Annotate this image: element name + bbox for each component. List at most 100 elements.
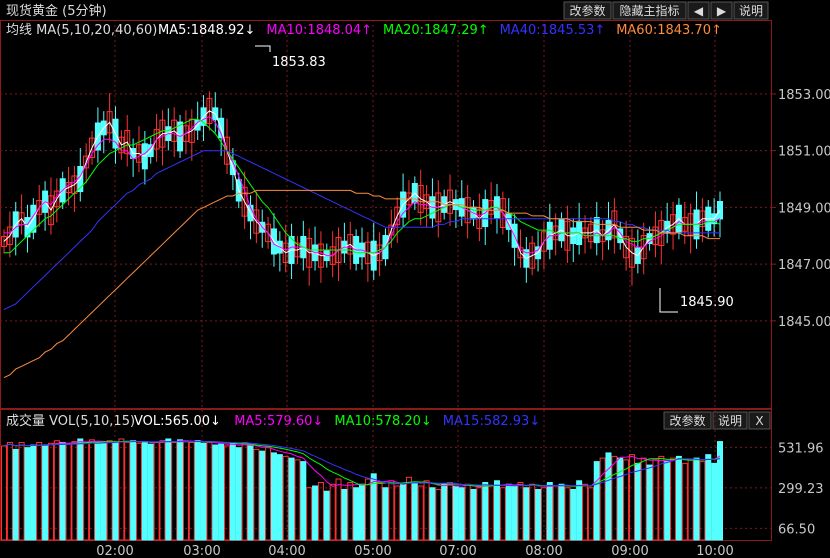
volume-bar [488, 485, 495, 541]
volume-bar [165, 438, 172, 541]
price-tick-label: 1849.00 [778, 201, 830, 216]
volume-bar [300, 461, 307, 541]
legend-value: MA20:1847.29↑ [383, 23, 489, 38]
candle [435, 180, 442, 238]
candle [717, 191, 723, 238]
button-label: ◀ [694, 4, 704, 18]
candle [171, 107, 178, 158]
candle [652, 211, 659, 258]
candle-body [89, 137, 96, 159]
volume-toolbar-button-0[interactable]: 改参数 [663, 411, 712, 430]
candle [36, 184, 43, 228]
vol-ma15-line [3, 441, 721, 487]
volume-bar [670, 457, 677, 541]
volume-bar [458, 487, 465, 541]
volume-bar [282, 455, 289, 541]
low-price-label: 1845.90 [680, 295, 734, 310]
volume-bar [47, 442, 54, 541]
volume-bar [593, 461, 600, 541]
time-tick-label: 07:00 [439, 544, 476, 558]
volume-bar [59, 441, 66, 541]
volume-bar [206, 441, 213, 541]
candle [306, 228, 313, 286]
volume-toolbar-button-1[interactable]: 说明 [712, 411, 748, 430]
volume-bar [699, 461, 706, 541]
candle-body [124, 130, 131, 155]
candle-body [394, 206, 401, 226]
candle [300, 220, 307, 271]
candle [276, 231, 283, 272]
volume-bar [364, 478, 371, 541]
volume-bar [124, 441, 131, 541]
candle [135, 126, 142, 173]
candle-body [182, 125, 189, 142]
price-tick-label: 1853.00 [778, 88, 830, 103]
toolbar-button-3[interactable]: ▶ [710, 1, 733, 20]
candle [359, 227, 365, 270]
candle [53, 178, 60, 223]
button-label: 说明 [718, 413, 742, 428]
candle [400, 173, 407, 228]
toolbar-button-0[interactable]: 改参数 [563, 1, 612, 20]
candle [24, 204, 31, 253]
candle [42, 181, 49, 231]
volume-tick-label: 531.96 [778, 441, 824, 456]
volume-bar [617, 457, 624, 541]
volume-tick-label: 66.50 [778, 522, 815, 537]
volume-bar [693, 457, 700, 541]
volume-bar [505, 483, 512, 541]
candle [417, 169, 424, 226]
volume-axis: 531.96 299.23 66.50 [778, 441, 824, 537]
candle [394, 197, 401, 244]
candle [347, 221, 354, 270]
volume-bar [6, 441, 13, 541]
volume-bar [605, 452, 612, 541]
toolbar-button-4[interactable]: 说明 [733, 1, 769, 20]
candle-body [1, 235, 7, 247]
volume-bar [341, 488, 348, 541]
time-tick-label: 03:00 [183, 544, 220, 558]
toolbar-button-1[interactable]: 隐藏主指标 [612, 1, 687, 20]
volume-bar [12, 448, 19, 541]
candle [241, 171, 248, 229]
candle-body [153, 129, 160, 150]
low-annotation: 1845.90 [659, 288, 734, 313]
button-frame [733, 1, 769, 20]
volume-bar [200, 442, 207, 541]
ma-line-ma10 [4, 115, 721, 257]
candle-body [282, 242, 289, 263]
candle [593, 201, 600, 256]
volume-bar [53, 440, 60, 541]
candle [488, 182, 495, 225]
volume-bar [582, 483, 589, 541]
volume-bar [265, 447, 272, 541]
candle-body [517, 247, 524, 259]
volume-bar [476, 487, 483, 541]
candle-body [106, 111, 113, 134]
volume-bar [658, 455, 665, 541]
candle [634, 229, 641, 274]
candle-body [83, 155, 90, 169]
volume-bar [717, 441, 723, 541]
candle [447, 174, 454, 227]
volume-bar [359, 483, 365, 541]
candle [576, 202, 583, 255]
volume-bar [259, 450, 266, 541]
volume-bar [464, 483, 471, 541]
button-label: 说明 [739, 3, 763, 18]
volume-toolbar-button-2[interactable]: X [748, 411, 771, 430]
volume-bar [353, 487, 360, 541]
candle [341, 222, 348, 263]
volume-bar [171, 441, 178, 541]
toolbar-button-2[interactable]: ◀ [687, 1, 710, 20]
candle [552, 213, 559, 256]
candle [364, 232, 371, 282]
candle [517, 229, 524, 268]
volume-bar [705, 454, 712, 541]
volume-bar [177, 439, 184, 541]
volume-bar [558, 483, 565, 541]
candle-body [265, 223, 272, 243]
volume-bar [388, 480, 395, 541]
volume-bar [535, 488, 542, 541]
